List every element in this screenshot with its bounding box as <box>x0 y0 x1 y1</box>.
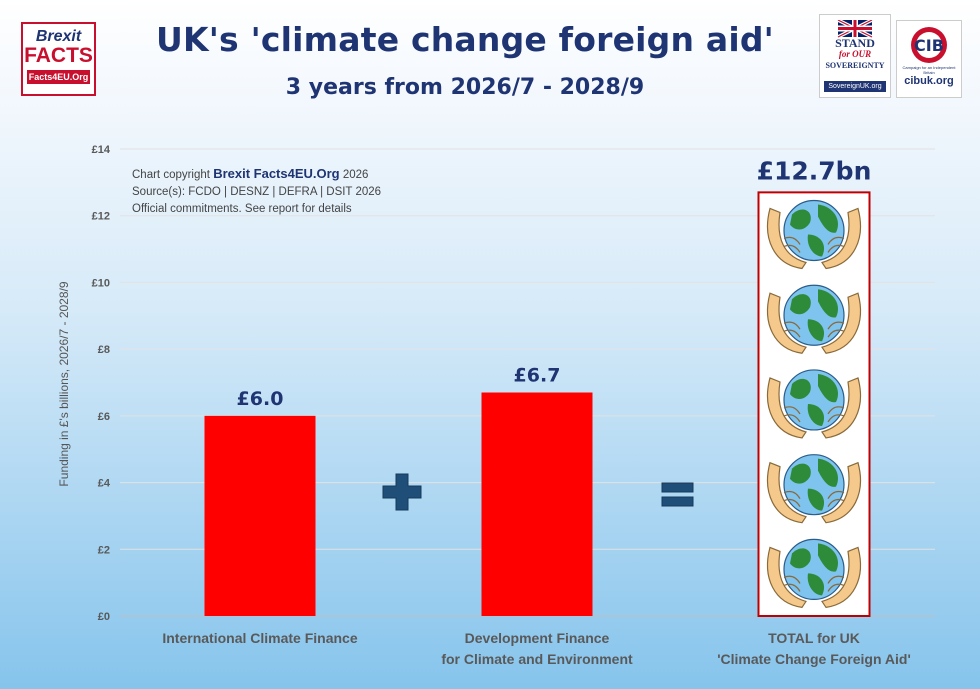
chart-title: UK's 'climate change foreign aid' <box>155 20 774 59</box>
x-category-label-line: for Climate and Environment <box>441 651 633 667</box>
cib-logo: CIB Campaign for an Independent Britain … <box>896 20 962 98</box>
credit-copyright: Chart copyright Brexit Facts4EU.Org 2026 <box>132 165 381 184</box>
brexit-facts-logo: Brexit FACTS Facts4EU.Org <box>21 22 96 96</box>
globe-in-hands-icon <box>766 284 862 354</box>
stand-line1: STAND <box>835 36 875 50</box>
x-category-label: International Climate Finance <box>130 628 390 649</box>
credit-brand: Brexit Facts4EU.Org <box>213 166 340 181</box>
stand-line2: for OUR <box>838 49 872 59</box>
equals-icon <box>661 482 694 507</box>
y-tick-label: £6 <box>98 411 110 423</box>
cib-tagline: Campaign for an Independent Britain <box>902 65 956 75</box>
credit-prefix: Chart copyright <box>132 169 210 181</box>
y-tick-label: £0 <box>98 611 110 623</box>
y-tick-label: £4 <box>98 478 111 490</box>
stand-for-our-sovereignty-logo: STAND for OUR SOVEREIGNTY SovereignUK.or… <box>819 14 891 98</box>
x-category-label-line: 'Climate Change Foreign Aid' <box>717 651 911 667</box>
x-category-label: Development Finance for Climate and Envir… <box>407 628 667 670</box>
credit-year: 2026 <box>342 169 369 181</box>
x-category-label: TOTAL for UK 'Climate Change Foreign Aid' <box>684 628 944 670</box>
chart-credit: Chart copyright Brexit Facts4EU.Org 2026… <box>132 165 381 218</box>
x-category-label-line: TOTAL for UK <box>768 630 860 646</box>
brexit-logo-url: Facts4EU.Org <box>27 70 90 84</box>
y-tick-label: £10 <box>92 277 110 289</box>
union-flag-icon <box>837 20 873 38</box>
y-tick-label: £12 <box>92 211 110 223</box>
globe-in-hands-icon <box>766 369 862 439</box>
bar <box>204 415 316 616</box>
bar-value-label: £6.7 <box>514 365 561 387</box>
total-bar <box>757 191 871 617</box>
x-category-label-line: International Climate Finance <box>162 630 358 646</box>
credit-sources: Source(s): FCDO | DESNZ | DEFRA | DSIT 2… <box>132 186 382 198</box>
brexit-logo-line2: FACTS <box>24 44 93 67</box>
y-tick-label: £2 <box>98 544 110 556</box>
cib-mark: CIB <box>914 36 944 55</box>
plus-icon <box>382 473 422 511</box>
x-category-label-line: Development Finance <box>464 630 610 646</box>
y-tick-label: £14 <box>92 144 111 156</box>
globe-in-hands-icon <box>766 454 862 524</box>
globe-in-hands-icon <box>766 538 862 609</box>
cib-emblem-icon: CIB <box>911 27 947 63</box>
bar <box>481 392 593 616</box>
brexit-logo-line1: Brexit <box>35 28 82 45</box>
y-tick-label: £8 <box>98 344 110 356</box>
cib-url: cibuk.org <box>904 75 954 87</box>
credit-note: Official commitments. See report for det… <box>132 203 352 215</box>
stand-line3: SOVEREIGNTY <box>825 61 885 70</box>
bar-value-label: £12.7bn <box>757 156 872 185</box>
chart-subtitle: 3 years from 2026/7 - 2028/9 <box>285 75 645 100</box>
stand-url: SovereignUK.org <box>824 81 886 92</box>
bar-value-label: £6.0 <box>237 388 284 410</box>
globe-in-hands-icon <box>766 199 862 270</box>
